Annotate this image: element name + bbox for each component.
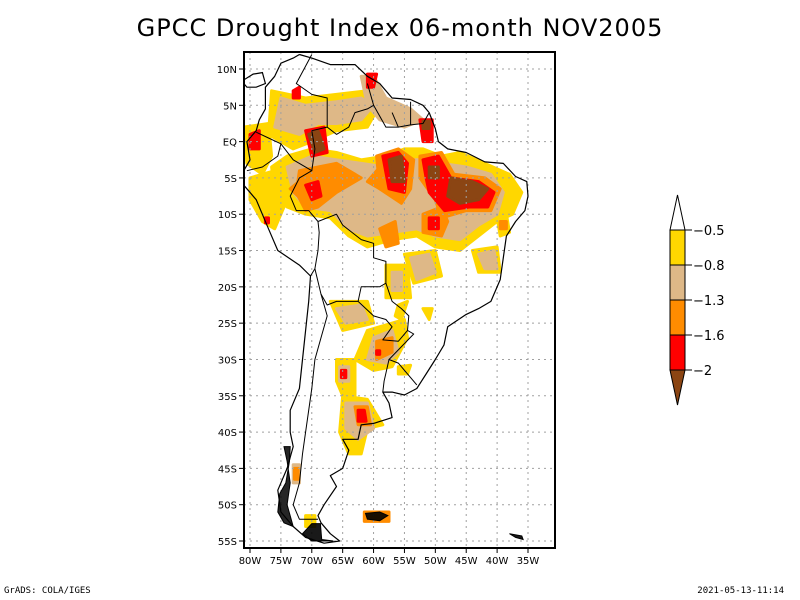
lat-tick-label: 25S bbox=[218, 319, 237, 330]
drought-region-chaco-red bbox=[375, 349, 382, 356]
lat-tick-label: 50S bbox=[218, 501, 237, 512]
lon-tick-label: 65W bbox=[331, 556, 354, 567]
colorbar-segment-moderate bbox=[669, 264, 686, 301]
drought-region-tocantins-brown-1 bbox=[427, 165, 440, 180]
colorbar-segment-extreme bbox=[669, 334, 686, 371]
lat-tick-label: 35S bbox=[218, 392, 237, 403]
grads-credit: GrADS: COLA/IGES bbox=[4, 586, 91, 596]
lat-tick-label: EQ bbox=[223, 138, 237, 149]
colorbar-level-label: −2 bbox=[693, 364, 712, 379]
country-border bbox=[382, 359, 390, 393]
drought-region-patagonia-chile-orange bbox=[293, 466, 300, 481]
lon-tick-label: 45W bbox=[455, 556, 478, 567]
lon-tick-label: 75W bbox=[270, 556, 293, 567]
panama-coastline bbox=[244, 71, 267, 88]
coastlines bbox=[244, 53, 529, 544]
country-borders bbox=[246, 54, 430, 520]
colorbar-segment-mild bbox=[669, 229, 686, 266]
drought-region-venezuela-red bbox=[291, 85, 301, 100]
drought-region-colombia-tan bbox=[273, 96, 376, 136]
colorbar-segment-severe bbox=[669, 299, 686, 336]
lat-tick-label: 15S bbox=[218, 247, 237, 258]
lon-tick-label: 70W bbox=[300, 556, 323, 567]
south-georgia bbox=[509, 533, 524, 541]
lat-tick-label: 45S bbox=[218, 464, 237, 475]
map-frame bbox=[243, 51, 556, 549]
longitude-axis: 80W 75W 70W 65W 60W 55W 50W 45W 40W 35W bbox=[239, 548, 540, 567]
colorbar-legend: −0.5 −0.8 −1.3 −1.6 −2 bbox=[669, 194, 725, 406]
lat-tick-label: 5S bbox=[224, 174, 237, 185]
latitude-axis: 10N 5N EQ 5S 10S 15S 20S 25S 30S 35S 40S 45S 50S 55S bbox=[217, 65, 244, 548]
drought-region-bolivia-south-tan bbox=[335, 303, 369, 325]
lon-tick-label: 80W bbox=[239, 556, 262, 567]
colorbar-top-arrow bbox=[669, 194, 686, 231]
timestamp: 2021-05-13-11:14 bbox=[697, 586, 784, 596]
lon-tick-label: 35W bbox=[517, 556, 540, 567]
colorbar-level-label: −0.5 bbox=[693, 224, 725, 239]
lon-tick-label: 60W bbox=[362, 556, 385, 567]
lat-tick-label: 5N bbox=[223, 101, 237, 112]
drought-region-goias-tan bbox=[409, 252, 437, 282]
drought-region-pampa-red bbox=[356, 408, 368, 423]
drought-region-amapa-brown bbox=[421, 119, 431, 130]
lon-tick-label: 40W bbox=[486, 556, 509, 567]
colorbar-level-label: −0.8 bbox=[693, 259, 725, 274]
country-border bbox=[292, 293, 328, 520]
colorbar-level-label: −1.3 bbox=[693, 294, 725, 309]
lat-tick-label: 10S bbox=[218, 210, 237, 221]
falkland-islands bbox=[364, 511, 389, 522]
drought-region-bahia-orange bbox=[498, 220, 508, 231]
lat-tick-label: 30S bbox=[218, 355, 237, 366]
drought-region-peru-red bbox=[304, 180, 323, 202]
lat-tick-label: 40S bbox=[218, 428, 237, 439]
colorbar-bottom-arrow bbox=[669, 369, 686, 406]
country-border bbox=[373, 105, 399, 128]
drought-region-para-brown bbox=[387, 154, 406, 184]
drought-region-cordoba-red bbox=[339, 368, 348, 380]
lat-tick-label: 10N bbox=[217, 65, 237, 76]
drought-region-mato-grosso-red bbox=[427, 216, 440, 231]
lon-tick-label: 55W bbox=[393, 556, 416, 567]
country-border bbox=[280, 143, 320, 277]
lat-tick-label: 20S bbox=[218, 283, 237, 294]
country-border bbox=[246, 131, 282, 172]
drought-region-tocantins-brown-2 bbox=[446, 176, 490, 205]
drought-region-bolivia-orange bbox=[378, 220, 400, 249]
country-border bbox=[410, 112, 430, 126]
lat-lon-grid bbox=[244, 52, 555, 548]
country-border bbox=[314, 213, 387, 306]
tierra-del-fuego bbox=[301, 523, 334, 542]
chiloe-archipelago bbox=[277, 446, 294, 528]
drought-region-parana-yellow bbox=[421, 307, 434, 321]
lat-tick-label: 55S bbox=[218, 537, 237, 548]
country-border bbox=[295, 54, 328, 171]
map-title: GPCC Drought Index 06-month NOV2005 bbox=[136, 14, 664, 42]
south-america-coastline bbox=[244, 53, 529, 544]
colorbar-level-label: −1.6 bbox=[693, 329, 725, 344]
drought-region-paraguay-tan bbox=[390, 270, 403, 292]
drought-region-coast-peru bbox=[248, 169, 289, 231]
lon-tick-label: 50W bbox=[424, 556, 447, 567]
country-border bbox=[357, 283, 410, 342]
